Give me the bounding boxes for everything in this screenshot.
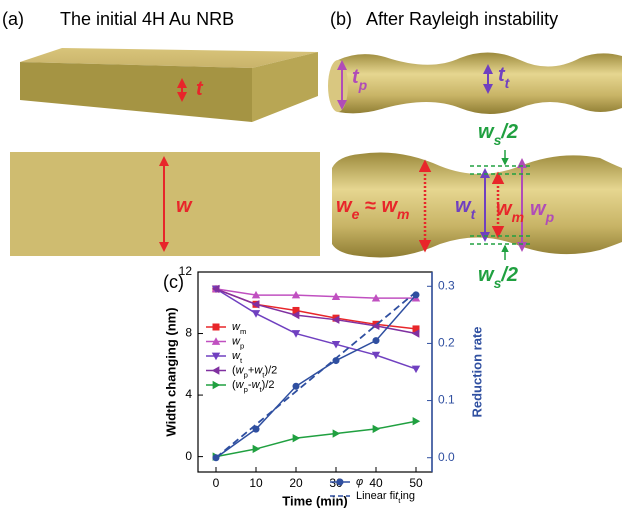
legend-label: Linear fitting: [356, 490, 415, 505]
marker: [293, 383, 300, 390]
legend-label: (wp+wt)/2: [232, 364, 277, 379]
slab: [20, 48, 318, 122]
y2-tick-label: 0.3: [438, 278, 455, 292]
marker: [337, 479, 344, 486]
marker: [213, 324, 220, 331]
x-axis-title: Time (min): [282, 493, 348, 508]
legend-label: wt: [232, 350, 243, 365]
x-tick-label: 20: [289, 476, 303, 490]
dim-label: ws/2: [478, 121, 518, 147]
marker: [252, 310, 260, 318]
marker: [293, 434, 301, 442]
panel-title: After Rayleigh instability: [366, 9, 558, 29]
x-tick-label: 0: [213, 476, 220, 490]
legend-label: (wp-wt)/2: [232, 379, 275, 394]
legend-label: φ: [356, 476, 363, 488]
marker: [412, 366, 420, 374]
legend-label: wm: [232, 321, 246, 336]
dim-label: ws/2: [478, 264, 518, 290]
x-tick-label: 50: [409, 476, 423, 490]
y-tick-label: 8: [185, 326, 192, 340]
marker: [413, 417, 421, 425]
series-line: [216, 289, 416, 329]
y2-tick-label: 0.0: [438, 450, 455, 464]
panel-title: The initial 4H Au NRB: [60, 9, 234, 29]
x-tick-label: 40: [369, 476, 383, 490]
figure: (a) The initial 4H Au NRB t w (b) After …: [0, 0, 624, 519]
y-tick-label: 0: [185, 449, 192, 463]
marker: [253, 445, 261, 453]
tube: [338, 52, 622, 114]
y-axis-title: Width changing (nm): [163, 307, 178, 436]
panel-label: (b): [330, 9, 352, 29]
marker: [373, 425, 381, 433]
y2-tick-label: 0.1: [438, 393, 455, 407]
legend-label: wp: [232, 335, 244, 350]
tube-end: [328, 60, 348, 112]
marker: [333, 429, 341, 437]
y-tick-label: 4: [185, 387, 192, 401]
series-line: [216, 421, 416, 456]
y-tick-label: 12: [179, 264, 193, 278]
y2-axis-title: Reduction rate: [469, 326, 484, 417]
marker: [373, 337, 380, 344]
y2-tick-label: 0.2: [438, 336, 455, 350]
panel-label: (a): [2, 9, 24, 29]
marker: [212, 366, 220, 374]
series-line: [216, 289, 416, 298]
dim-label: w: [176, 195, 193, 217]
x-tick-label: 10: [249, 476, 263, 490]
marker: [213, 381, 221, 389]
